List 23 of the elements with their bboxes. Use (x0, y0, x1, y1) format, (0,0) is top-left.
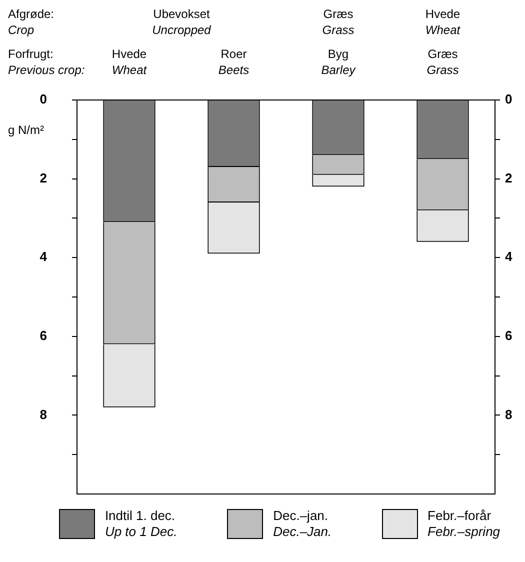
legend-label: Dec.–jan. Dec.–Jan. (273, 508, 332, 540)
y-tick-label: 6 (40, 328, 47, 343)
y2-tick-label: 6 (505, 328, 512, 343)
text: Græs Grass (322, 7, 354, 37)
y2-tick-label: 2 (505, 170, 512, 186)
x-tick-label: Hvede Wheat (112, 47, 148, 77)
y-tick-label: 4 (40, 249, 48, 264)
text: Hvede Wheat (425, 7, 461, 37)
y-tick-label: 0 (40, 92, 47, 107)
x-tick-label: Græs Grass (426, 47, 459, 77)
y2-tick-label: 4 (505, 249, 513, 264)
y2-tick-label: 0 (505, 92, 512, 107)
x-tick-label: Byg Barley (321, 47, 356, 77)
y-axis-title: g N/m² (8, 123, 44, 137)
legend-label: Indtil 1. dec. Up to 1 Dec. (104, 508, 178, 540)
text: Ubevokset Uncropped (152, 7, 212, 37)
text: Afgrøde: Crop (8, 7, 54, 37)
x-tick-label: Roer Beets (218, 47, 250, 77)
y-tick-label: 2 (40, 170, 47, 186)
y2-tick-label: 8 (505, 406, 512, 422)
legend-label: Febr.–forår Febr.–spring (428, 508, 500, 540)
text: Forfrugt: Previous crop: (8, 47, 85, 77)
y-tick-label: 8 (40, 406, 47, 422)
